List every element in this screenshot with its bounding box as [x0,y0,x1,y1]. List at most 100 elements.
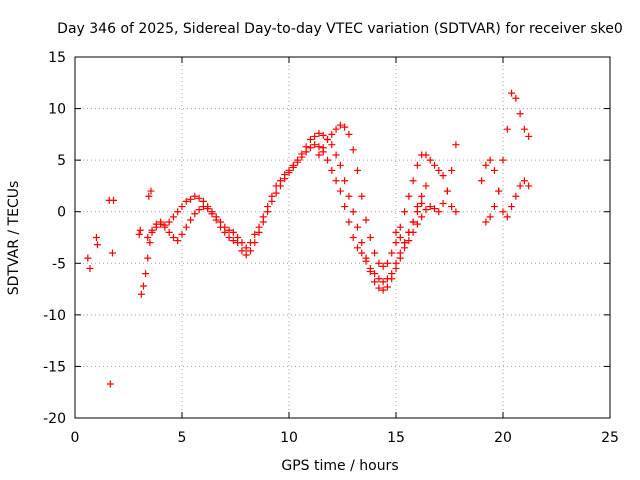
data-series [84,187,155,388]
data-point [520,125,528,133]
data-point [259,218,267,226]
data-point [86,264,94,272]
data-point [383,283,391,291]
data-point [482,218,490,226]
data-point [375,275,383,283]
data-point [311,141,319,149]
data-point [371,249,379,257]
data-point [294,158,302,166]
data-point [366,264,374,272]
data-point [405,237,413,245]
y-axis-title: SDTVAR / TECUs [6,181,22,296]
data-point [306,136,314,144]
data-point [490,166,498,174]
data-point [426,203,434,211]
data-point [191,210,199,218]
data-point [157,220,165,228]
data-point [242,251,250,259]
data-point [144,254,152,262]
data-point [401,239,409,247]
data-point [328,166,336,174]
data-point [375,284,383,292]
data-point [148,228,156,236]
data-series [478,156,533,221]
data-point [147,187,155,195]
data-point [409,218,417,226]
data-point [409,177,417,185]
data-point [418,199,426,207]
data-point [353,166,361,174]
data-point [341,203,349,211]
data-point [379,262,387,270]
data-point [332,151,340,159]
chart-title: Day 346 of 2025, Sidereal Day-to-day VTE… [57,21,623,37]
data-point [208,210,216,218]
data-point [413,220,421,228]
data-point [435,166,443,174]
data-point [174,208,182,216]
data-point [146,239,154,247]
data-point [165,218,173,226]
data-point [174,237,182,245]
data-point [503,125,511,133]
data-point [268,197,276,205]
data-series [137,129,430,298]
y-tick-label: -20 [43,411,66,427]
data-point [106,380,114,388]
data-point [229,237,237,245]
data-point [349,234,357,241]
data-point [362,257,370,265]
data-point [426,156,434,164]
x-tick-label: 10 [280,430,298,446]
data-point [242,244,250,252]
data-point [191,192,199,200]
data-point [508,203,516,211]
y-tick-label: -5 [52,256,66,272]
data-point [443,187,451,195]
data-point [383,259,391,267]
data-point [520,177,528,185]
data-series [482,89,533,226]
data-point [319,144,327,152]
data-point [418,213,426,221]
data-point [221,228,229,236]
data-point [315,129,323,137]
data-point [324,156,332,164]
data-point [108,249,116,257]
data-point [525,182,533,190]
data-point [512,192,520,200]
data-point [490,203,498,211]
data-point [396,223,404,231]
data-point [482,161,490,169]
data-point [499,156,507,164]
data-point [272,189,280,197]
data-point [136,226,144,234]
y-tick-label: -10 [43,308,66,324]
data-point [439,172,447,180]
data-point [169,213,177,221]
data-point [319,131,327,139]
data-point [409,228,417,236]
data-point [336,121,344,129]
data-point [217,223,225,231]
data-point [225,234,233,241]
data-point [512,94,520,102]
data-point [388,270,396,278]
data-point [139,282,147,290]
y-tick-label: -15 [43,359,66,375]
data-point [161,223,169,231]
data-point [396,234,404,241]
data-point [289,163,297,171]
data-point [486,213,494,221]
data-point [225,226,233,234]
data-point [178,203,186,211]
data-point [362,216,370,224]
data-point [142,270,150,278]
data-point [199,203,207,211]
data-point [182,223,190,231]
data-series [392,141,460,247]
data-point [452,208,460,216]
data-point [328,130,336,138]
data-point [431,205,439,213]
